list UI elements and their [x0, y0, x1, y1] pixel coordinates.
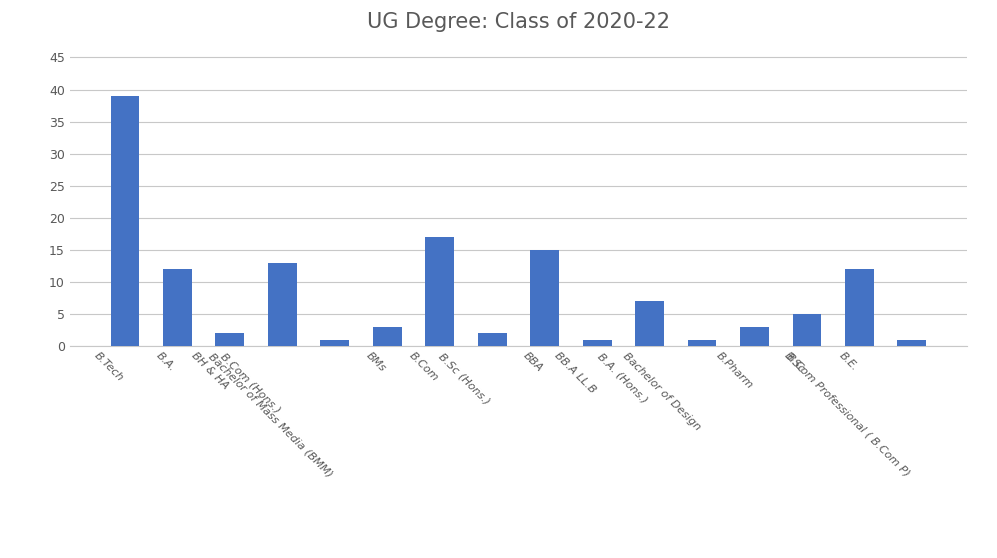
Bar	[793, 314, 822, 346]
Bar	[268, 263, 297, 346]
Bar	[582, 340, 611, 346]
Bar	[740, 327, 769, 346]
Bar	[635, 301, 664, 346]
Bar	[897, 340, 926, 346]
Bar	[320, 340, 349, 346]
Bar	[111, 96, 140, 346]
Bar	[426, 237, 455, 346]
Bar	[164, 269, 191, 346]
Title: UG Degree: Class of 2020-22: UG Degree: Class of 2020-22	[367, 12, 670, 32]
Bar	[530, 250, 559, 346]
Bar	[215, 333, 244, 346]
Bar	[373, 327, 402, 346]
Bar	[688, 340, 717, 346]
Bar	[478, 333, 506, 346]
Bar	[845, 269, 873, 346]
